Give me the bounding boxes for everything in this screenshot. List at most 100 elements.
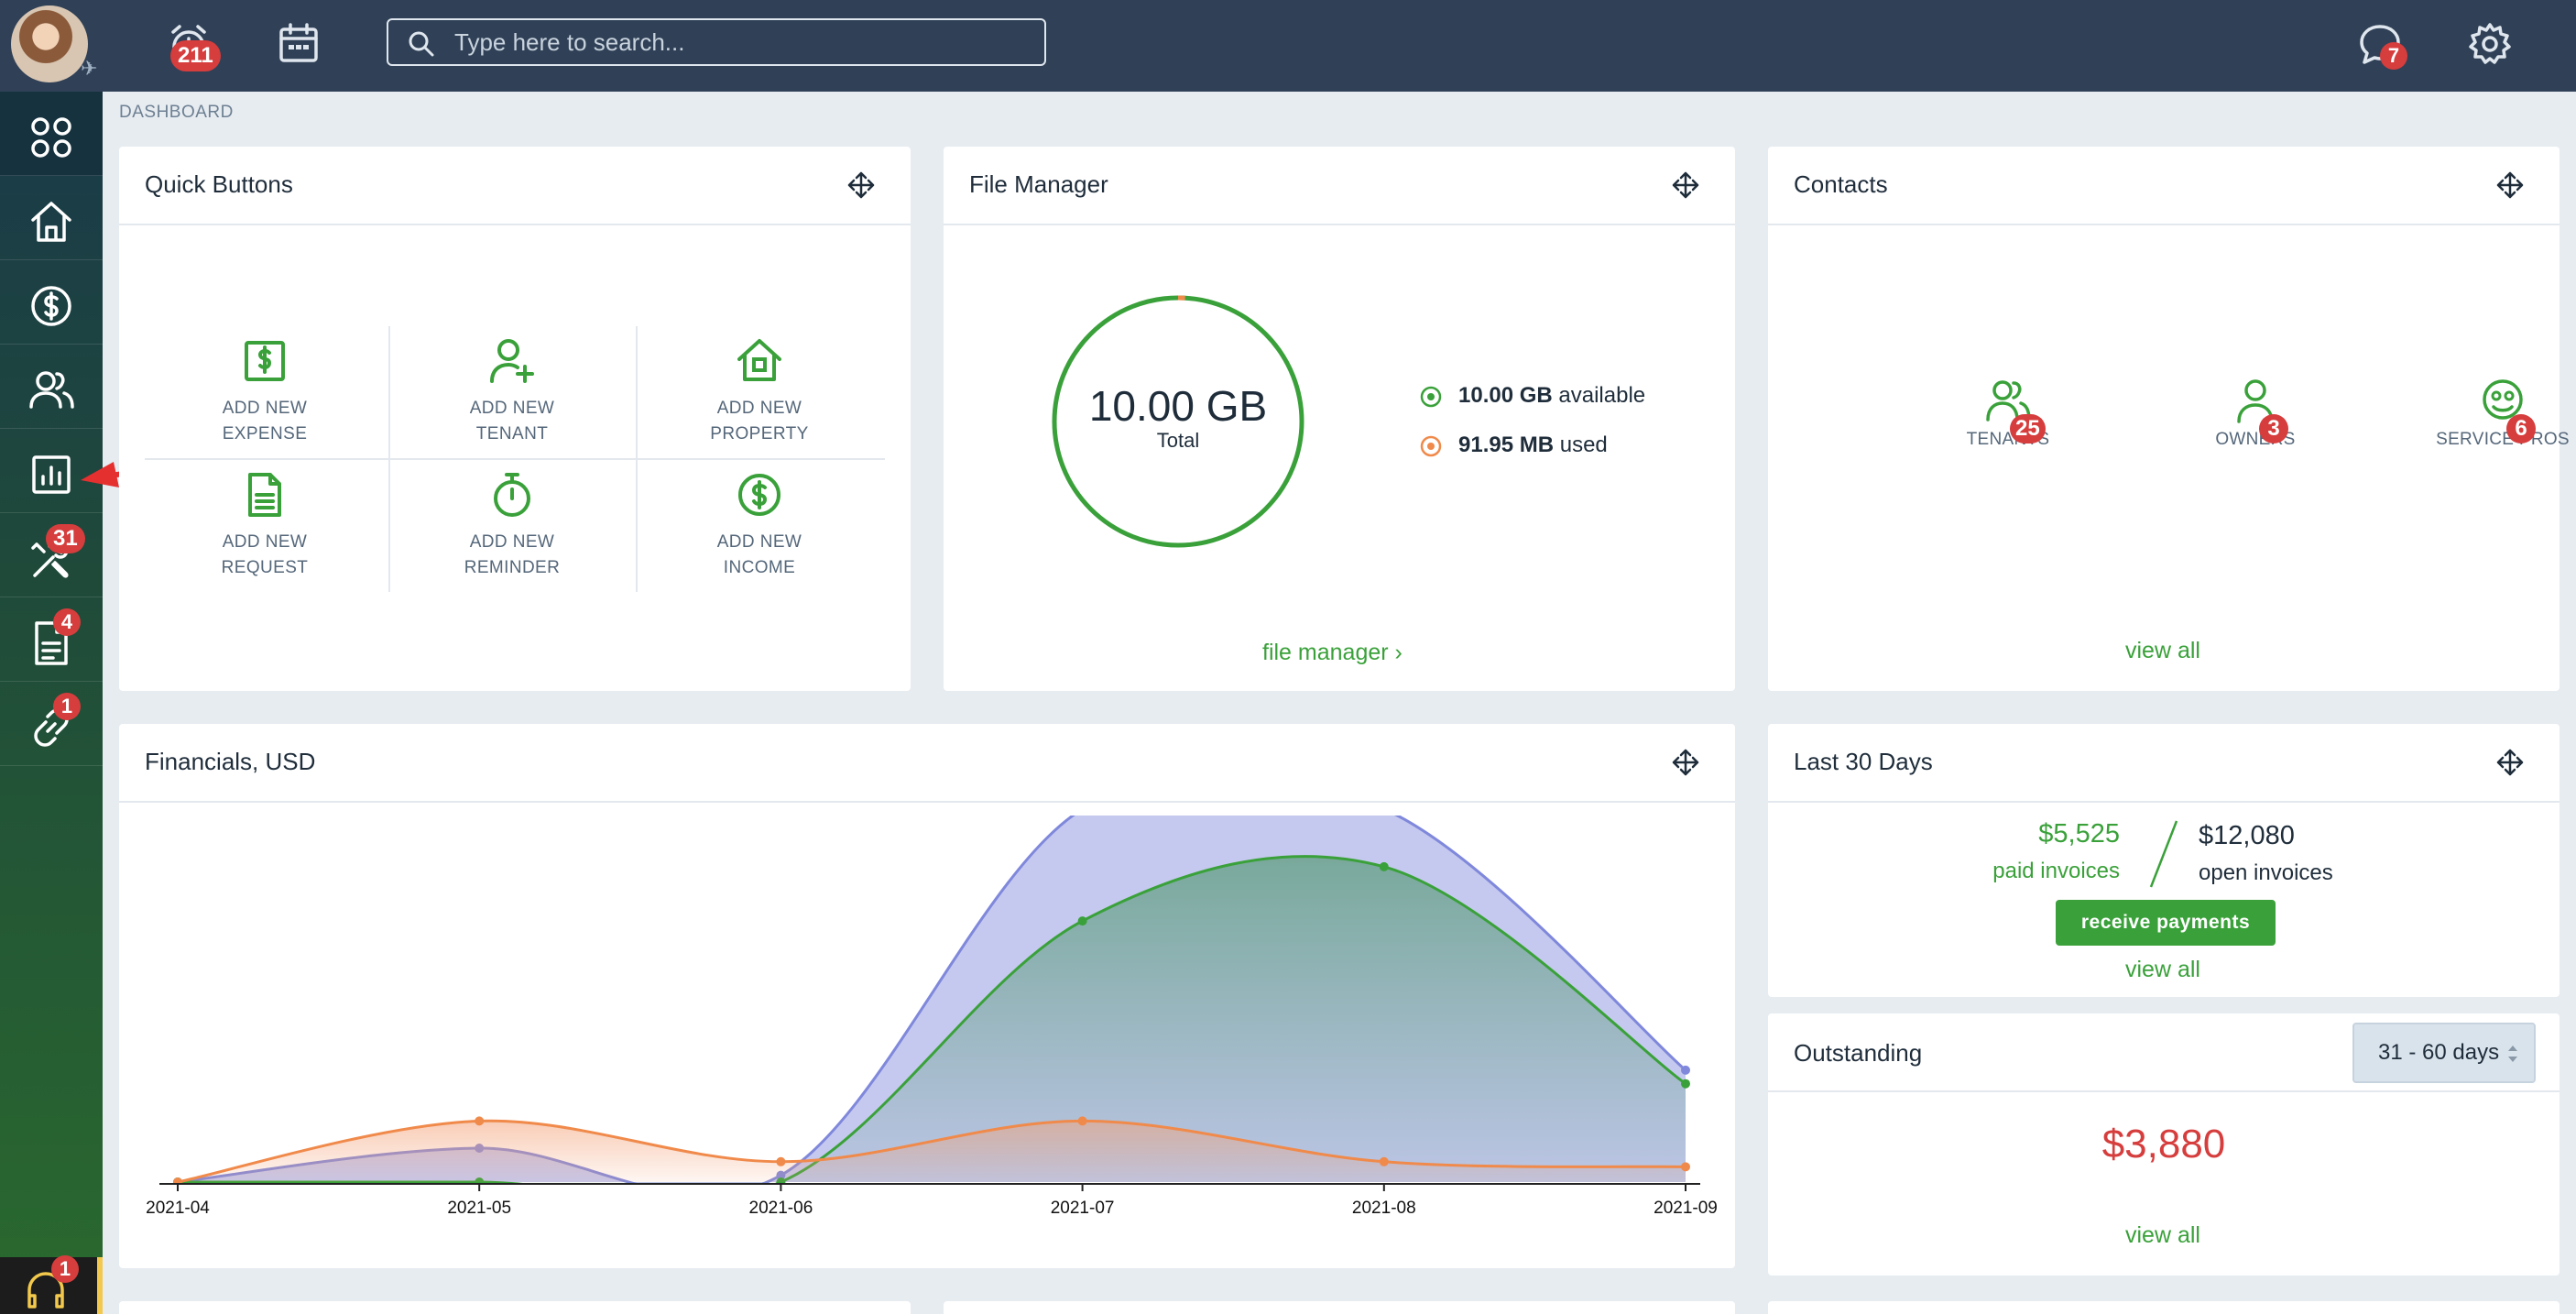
available-value: 10.00 GB (1458, 383, 1553, 408)
open-invoices-value: $12,080 (2199, 821, 2295, 850)
data-point[interactable] (1681, 1162, 1690, 1172)
move-handle-icon[interactable] (1671, 170, 1700, 200)
sidebar-item-maintenance[interactable]: 31 (0, 513, 103, 597)
button-label: ADD NEW REMINDER (464, 532, 561, 577)
series-area-2 (178, 1121, 1686, 1182)
data-point[interactable] (1681, 1065, 1690, 1075)
apps-grid-icon (31, 117, 71, 158)
add-reminder-button[interactable]: ADD NEW REMINDER (388, 469, 636, 581)
sidebar-item-home[interactable] (0, 176, 103, 260)
contact-label: OWNERS (2215, 430, 2296, 449)
select-value: 31 - 60 days (2378, 1040, 2500, 1065)
messages-button[interactable]: 7 (2356, 20, 2407, 70)
open-invoices[interactable]: $12,080 open invoices (2199, 821, 2333, 886)
maintenance-badge: 31 (46, 524, 85, 553)
reminders-button[interactable]: 211 (165, 20, 221, 71)
contacts-tenants[interactable]: 25 TENANTS (1916, 378, 2100, 450)
x-tick-label: 2021-07 (1051, 1199, 1115, 1218)
calendar-button[interactable] (275, 20, 322, 68)
contact-label: TENANTS (1966, 430, 2050, 449)
support-badge: 1 (51, 1255, 79, 1283)
sidebar-item-accounting[interactable] (0, 260, 103, 345)
last30-view-all-link[interactable]: view all (2125, 957, 2200, 982)
financials-card: Financials, USD 2021-04 2021-05 2021-06 202… (119, 724, 1735, 1268)
service-pro-icon (2483, 379, 2523, 420)
x-tick-label: 2021-04 (146, 1199, 210, 1218)
last-30-days-card: Last 30 Days $5,525 paid invoices $12,08… (1768, 724, 2560, 997)
calendar-icon (279, 23, 318, 62)
user-avatar[interactable] (11, 5, 88, 82)
receive-payments-button[interactable]: receive payments (2056, 900, 2276, 946)
support-button[interactable]: 1 (0, 1255, 103, 1314)
series-area-1 (178, 856, 1686, 1184)
pin-icon: ✈ (81, 57, 98, 80)
search-box[interactable] (387, 18, 1046, 66)
search-input[interactable] (454, 20, 1022, 64)
reminders-badge: 211 (170, 40, 221, 71)
card-header: Outstanding 31 - 60 days (1768, 1013, 2560, 1092)
data-point[interactable] (1077, 1116, 1087, 1126)
sidebar-item-reports[interactable] (0, 429, 103, 513)
outstanding-view-all-link[interactable]: view all (2125, 1222, 2200, 1248)
contacts-card: Contacts 25 TENANTS 3 OWNERS 6 SERVICE P… (1768, 147, 2570, 691)
sort-arrows-icon (2508, 1046, 2517, 1062)
breadcrumb[interactable]: DASHBOARD (119, 103, 234, 122)
data-point[interactable] (776, 1156, 786, 1166)
sidebar-item-links[interactable]: 1 (0, 682, 103, 766)
card-title: File Manager (969, 170, 1108, 198)
paid-invoices-label: paid invoices (1992, 859, 2120, 883)
property-icon (737, 339, 781, 381)
settings-button[interactable] (2466, 20, 2514, 68)
data-point[interactable] (1379, 861, 1389, 871)
contacts-view-all-link[interactable]: view all (2125, 638, 2200, 663)
service-pros-count-badge: 6 (2506, 414, 2536, 443)
storage-ring (1052, 295, 1304, 548)
add-request-button[interactable]: ADD NEW REQUEST (141, 469, 388, 581)
request-document-icon (248, 473, 281, 517)
button-label: ADD NEW INCOME (716, 532, 802, 577)
stopwatch-icon (494, 473, 530, 517)
top-bar: ✈ 211 7 (0, 0, 2576, 92)
add-tenant-button[interactable]: ADD NEW TENANT (388, 335, 636, 447)
data-point[interactable] (475, 1116, 485, 1126)
add-property-button[interactable]: ADD NEW PROPERTY (636, 335, 883, 447)
move-handle-icon[interactable] (2495, 170, 2525, 200)
card-header: Contacts (1768, 147, 2560, 225)
sidebar-item-apps[interactable] (0, 92, 103, 176)
bar-chart-icon (32, 455, 71, 494)
data-point[interactable] (1379, 1156, 1389, 1166)
sidebar-item-documents[interactable]: 4 (0, 597, 103, 682)
paid-invoices-value: $5,525 (2038, 819, 2120, 849)
used-label: used (1559, 433, 1608, 457)
card-title: Financials, USD (145, 748, 316, 775)
add-expense-button[interactable]: ADD NEW EXPENSE (141, 335, 388, 447)
sidebar-item-contacts[interactable] (0, 345, 103, 429)
move-handle-icon[interactable] (2495, 748, 2525, 777)
card-header: Financials, USD (119, 724, 1735, 803)
data-point[interactable] (173, 1177, 182, 1187)
available-label: available (1558, 383, 1646, 408)
storage-total-label: Total (1156, 429, 1200, 452)
series-line-2 (177, 1119, 1686, 1184)
home-icon (31, 202, 71, 242)
move-handle-icon[interactable] (1671, 748, 1700, 777)
data-point[interactable] (1681, 1079, 1690, 1089)
button-label: ADD NEW PROPERTY (710, 399, 809, 443)
data-point[interactable] (1077, 916, 1087, 926)
messages-badge: 7 (2380, 42, 2407, 70)
income-icon (738, 474, 780, 516)
paid-invoices[interactable]: $5,525 paid invoices (1992, 819, 2120, 884)
sidebar: 31 4 1 1 (0, 92, 103, 1314)
x-tick-label: 2021-08 (1352, 1199, 1416, 1218)
x-tick-label: 2021-06 (749, 1199, 813, 1218)
partial-card (1768, 1301, 2560, 1314)
add-income-button[interactable]: ADD NEW INCOME (636, 469, 883, 581)
storage-available-row: 10.00 GB available (1420, 383, 1645, 409)
contacts-service-pros[interactable]: 6 SERVICE PROS (2411, 378, 2576, 450)
file-manager-link[interactable]: file manager › (1262, 640, 1403, 665)
move-handle-icon[interactable] (846, 170, 876, 200)
contacts-owners[interactable]: 3 OWNERS (2164, 378, 2347, 450)
owner-icon (2237, 379, 2274, 423)
outstanding-range-select[interactable]: 31 - 60 days (2352, 1023, 2536, 1083)
search-icon (409, 31, 434, 57)
